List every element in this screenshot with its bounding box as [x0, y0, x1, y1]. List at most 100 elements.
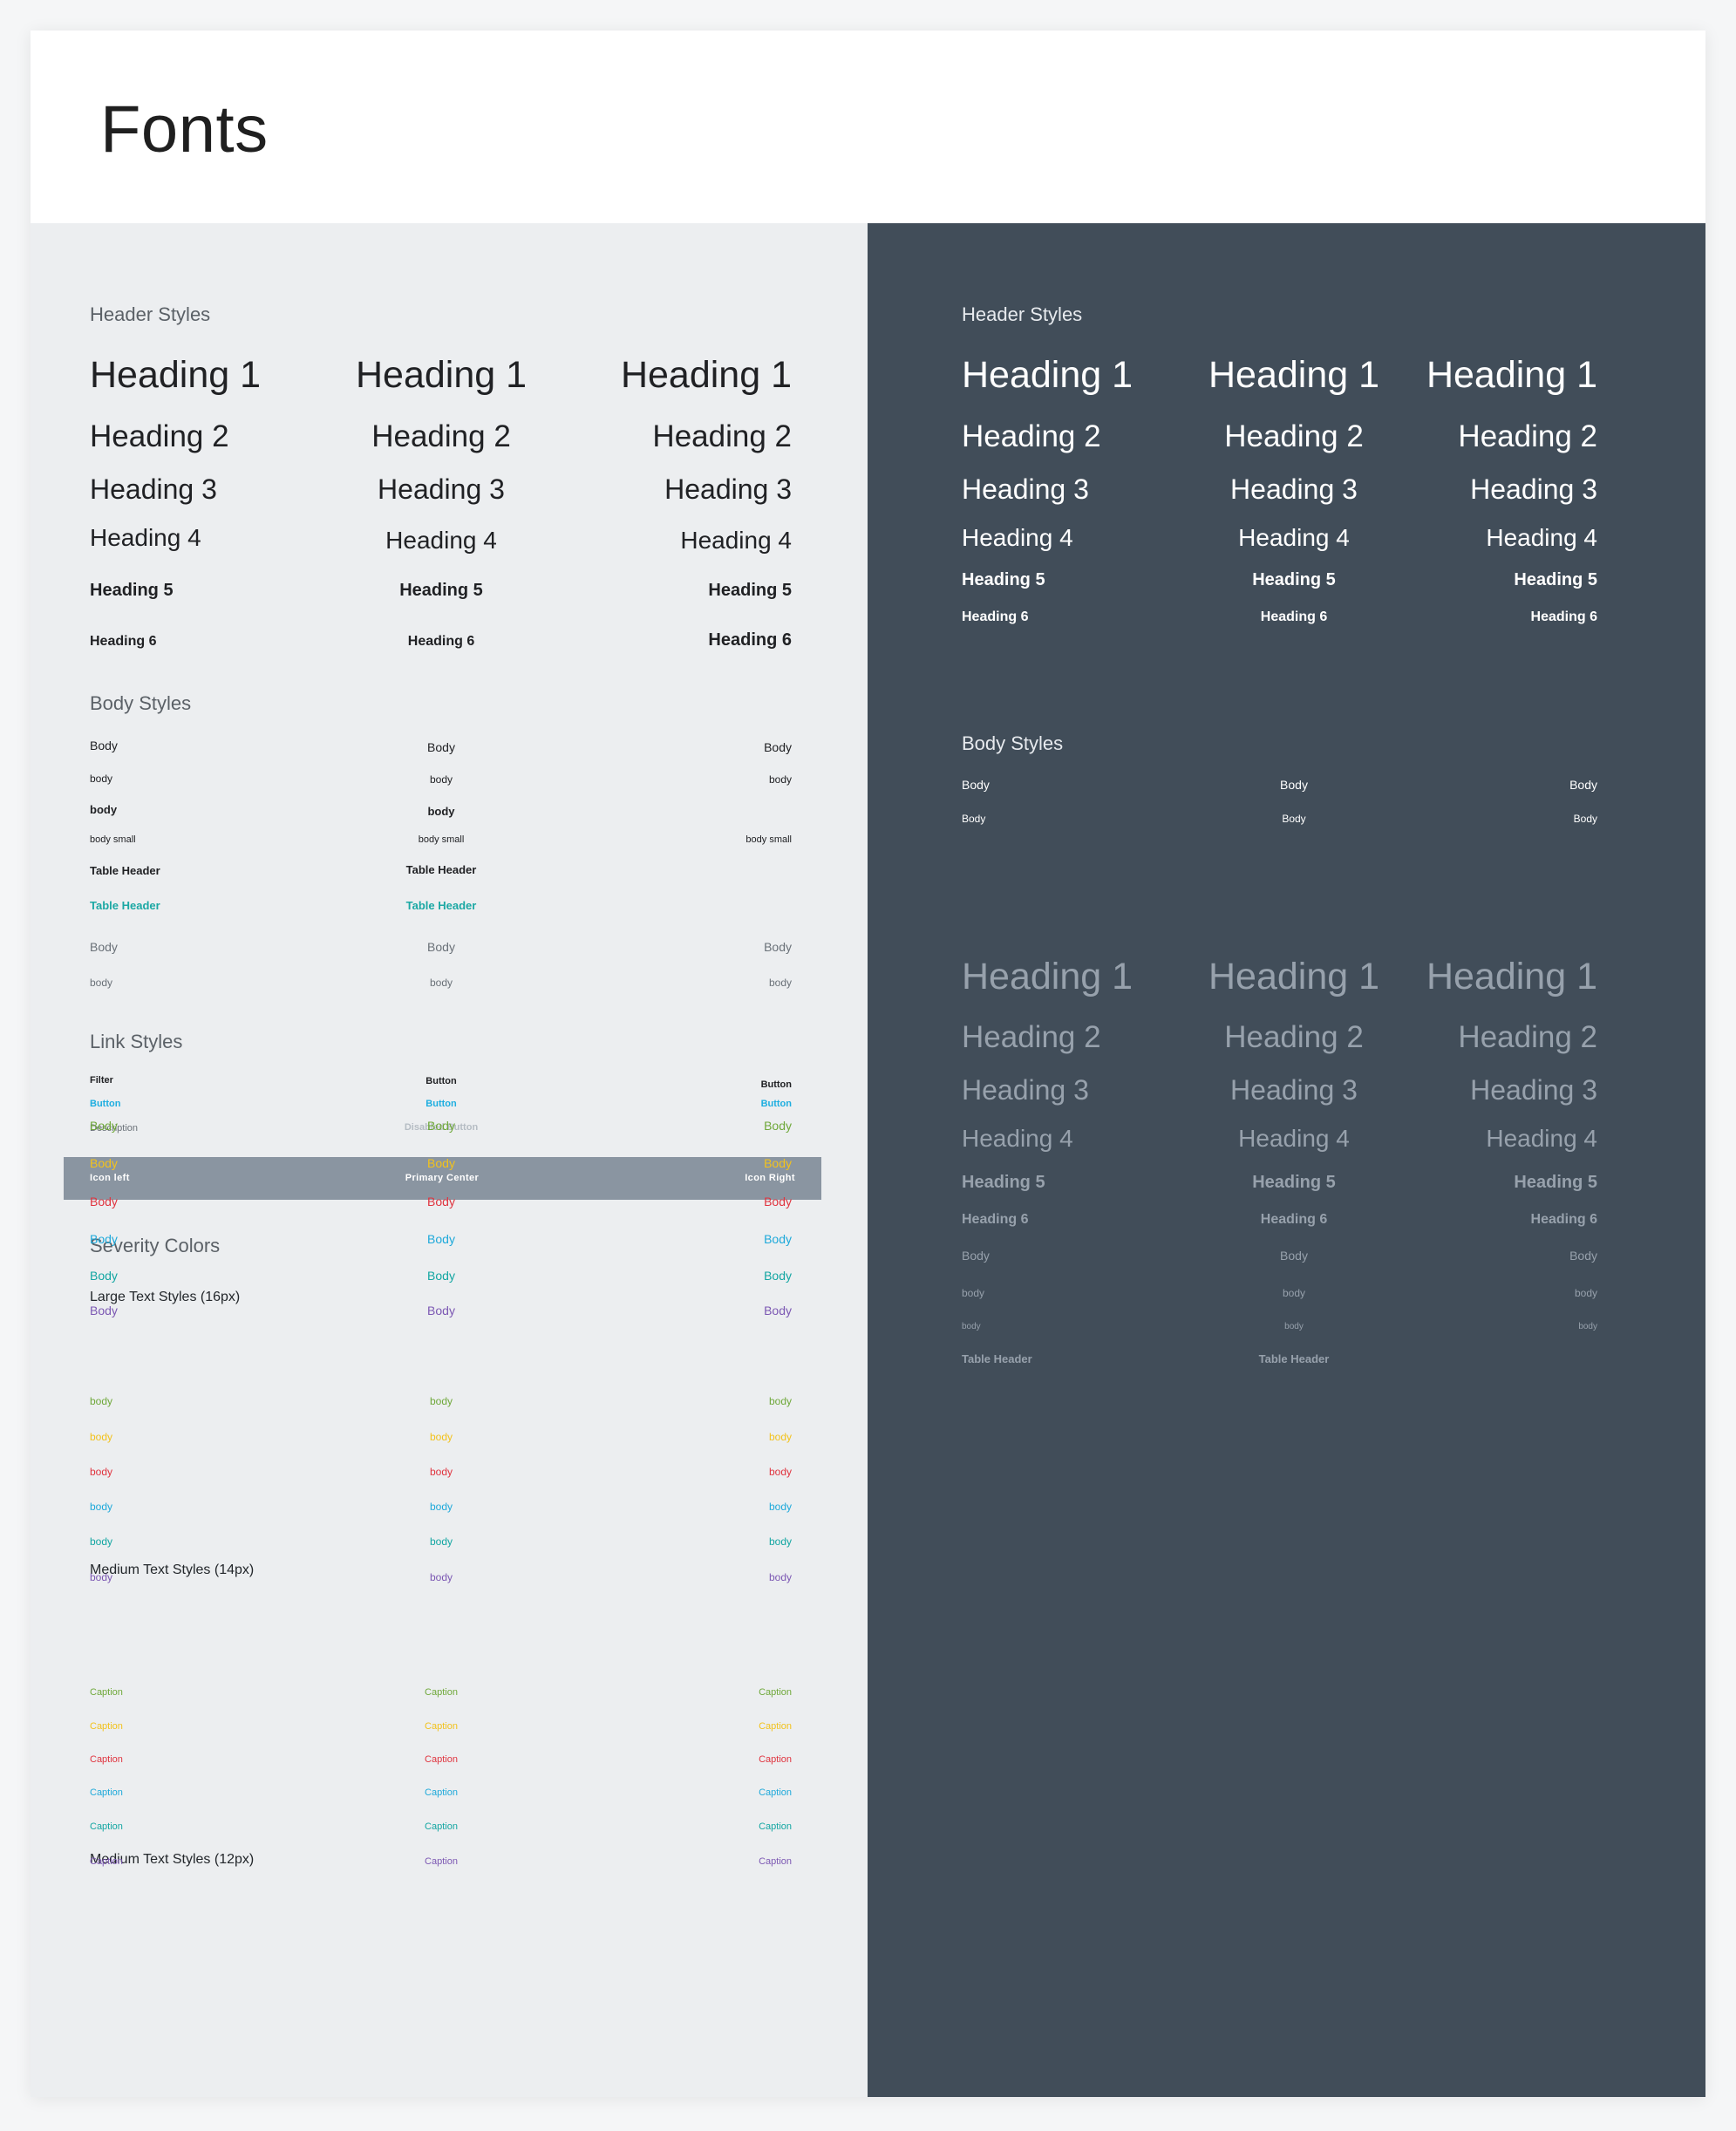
dark-body-styles-title: Body Styles [962, 732, 1064, 754]
light-body-muted-12-left: body [90, 977, 113, 989]
light-table-header-left: Table Header [90, 864, 160, 877]
dark-h5-right: Heading 5 [1514, 570, 1597, 589]
icon-left-button[interactable]: Icon left [90, 1173, 130, 1183]
dark-muted-h5-center: Heading 5 [1252, 1173, 1336, 1192]
dark-muted-h6-left: Heading 6 [962, 1212, 1029, 1227]
severity-small-6-right: Caption [759, 1856, 792, 1867]
light-body-small-left: body small [90, 834, 136, 845]
light-body-16-right: Body [764, 740, 792, 754]
link-styles-title: Link Styles [90, 1031, 183, 1052]
severity-medium-6-right: body [768, 1571, 792, 1583]
dark-muted-body-13-right: body [1574, 1287, 1597, 1299]
light-h3-center: Heading 3 [378, 473, 505, 505]
severity-large-5-center: Body [427, 1269, 455, 1283]
light-body-muted-16-center: Body [427, 940, 455, 954]
icon-right-button[interactable]: Icon Right [745, 1173, 795, 1183]
severity-medium-4-center: body [429, 1501, 453, 1513]
severity-large-6-right: Body [764, 1304, 792, 1317]
dark-h1-right: Heading 1 [1426, 354, 1597, 396]
severity-medium-1-right: body [768, 1395, 792, 1407]
severity-small-6-center: Caption [425, 1856, 458, 1867]
light-body-muted-16-right: Body [764, 940, 792, 954]
dark-muted-body-16-right: Body [1569, 1249, 1597, 1263]
button-link-right[interactable]: Button [760, 1079, 792, 1090]
dark-muted-h1-right: Heading 1 [1426, 956, 1597, 997]
severity-small-4-left: Caption [90, 1787, 123, 1798]
dark-muted-body-16-left: Body [962, 1249, 990, 1263]
primary-center-button[interactable]: Primary Center [405, 1173, 480, 1183]
severity-large-6-left: Body [90, 1304, 118, 1317]
light-h6-center: Heading 6 [407, 634, 475, 649]
light-h6-right: Heading 6 [708, 630, 792, 650]
severity-medium-3-center: body [429, 1466, 453, 1478]
dark-h3-right: Heading 3 [1470, 473, 1597, 505]
light-body-16-center: Body [427, 740, 455, 754]
dark-muted-h4-left: Heading 4 [962, 1125, 1073, 1152]
light-h6-left: Heading 6 [90, 634, 157, 649]
severity-small-2-right: Caption [759, 1721, 792, 1732]
light-body-small-center: body small [418, 834, 465, 845]
dark-muted-body-13-left: body [962, 1287, 985, 1299]
dark-h3-left: Heading 3 [962, 473, 1089, 505]
dark-muted-h3-right: Heading 3 [1470, 1074, 1597, 1106]
light-body-small-right: body small [745, 834, 792, 845]
dark-h4-right: Heading 4 [1486, 524, 1597, 551]
severity-large-1-left: Body [90, 1119, 118, 1133]
light-table-header-teal-center: Table Header [405, 899, 477, 912]
medium-text-styles-12-title: Medium Text Styles (12px) [90, 1852, 255, 1867]
severity-medium-4-left: body [90, 1501, 113, 1513]
dark-muted-body-11-center: body [1284, 1322, 1304, 1331]
dark-h6-center: Heading 6 [1260, 609, 1328, 624]
dark-h5-center: Heading 5 [1252, 570, 1336, 589]
dark-muted-h2-left: Heading 2 [962, 1020, 1101, 1054]
dark-h5-left: Heading 5 [962, 570, 1045, 589]
button-link-center[interactable]: Button [425, 1076, 457, 1086]
page-title: Fonts [100, 92, 269, 167]
dark-muted-body-11-right: body [1578, 1322, 1597, 1331]
light-table-header-teal-left: Table Header [90, 899, 160, 912]
light-h1-left: Heading 1 [90, 354, 262, 396]
severity-small-1-right: Caption [759, 1687, 792, 1698]
severity-medium-6-center: body [429, 1571, 453, 1583]
dark-muted-h3-left: Heading 3 [962, 1074, 1089, 1106]
light-h2-center: Heading 2 [371, 419, 511, 453]
medium-text-styles-14-title: Medium Text Styles (14px) [90, 1563, 255, 1577]
severity-medium-5-center: body [429, 1535, 453, 1548]
severity-large-4-center: Body [427, 1232, 455, 1246]
dark-muted-h2-center: Heading 2 [1224, 1020, 1364, 1054]
severity-small-3-center: Caption [425, 1754, 458, 1765]
dark-muted-h5-left: Heading 5 [962, 1173, 1045, 1192]
blue-button-link-right[interactable]: Button [760, 1099, 792, 1109]
dark-muted-table-header-center: Table Header [1258, 1352, 1330, 1365]
large-text-styles-title: Large Text Styles (16px) [90, 1290, 241, 1304]
light-body-14-left: body [90, 773, 113, 785]
light-table-header-center: Table Header [405, 863, 477, 876]
dark-muted-h1-left: Heading 1 [962, 956, 1134, 997]
light-h4-center: Heading 4 [385, 527, 497, 554]
filter-link[interactable]: Filter [90, 1075, 113, 1086]
dark-h2-right: Heading 2 [1458, 419, 1597, 453]
toolbar-bar: Icon left Primary Center Icon Right [64, 1157, 821, 1200]
blue-button-link-center[interactable]: Button [425, 1099, 457, 1109]
severity-small-4-center: Caption [425, 1787, 458, 1798]
light-panel: Header Styles Heading 1 Heading 1 Headin… [31, 223, 868, 2097]
light-body-muted-12-right: body [768, 977, 792, 989]
severity-large-2-left: Body [90, 1156, 118, 1170]
severity-small-3-left: Caption [90, 1754, 123, 1765]
dark-muted-h6-center: Heading 6 [1260, 1212, 1328, 1227]
light-body-bold-left: body [90, 803, 118, 816]
severity-large-1-right: Body [764, 1119, 792, 1133]
severity-small-4-right: Caption [759, 1787, 792, 1798]
light-h5-center: Heading 5 [399, 581, 483, 600]
header-styles-title: Header Styles [90, 303, 211, 325]
dark-h1-center: Heading 1 [1208, 354, 1380, 396]
blue-button-link-left[interactable]: Button [90, 1099, 121, 1109]
severity-large-3-right: Body [764, 1195, 792, 1208]
dark-muted-body-11-left: body [962, 1322, 981, 1331]
dark-muted-h5-right: Heading 5 [1514, 1173, 1597, 1192]
severity-medium-3-left: body [90, 1466, 113, 1478]
dark-body-16-right: Body [1569, 778, 1597, 792]
dark-body-16-left: Body [962, 778, 990, 792]
severity-small-5-right: Caption [759, 1821, 792, 1832]
description-text: Description [90, 1123, 139, 1134]
